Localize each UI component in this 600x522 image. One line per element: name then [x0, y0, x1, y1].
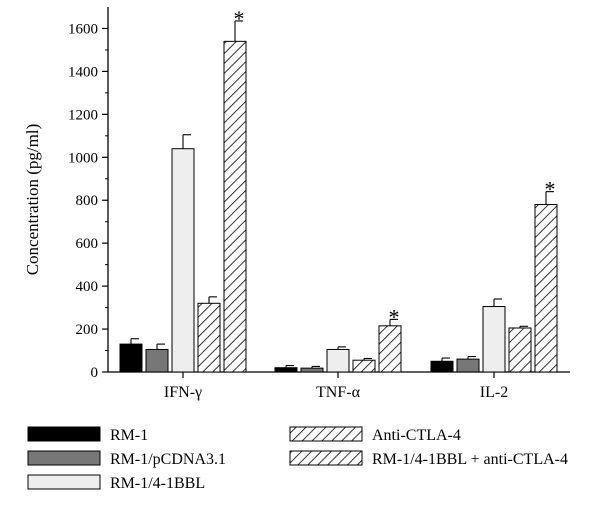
- x-tick-label: IL-2: [480, 384, 508, 401]
- bar-2-2: [300, 367, 324, 373]
- bar-3-1: [171, 148, 195, 373]
- y-tick-label: 1400: [68, 64, 98, 80]
- bar-2-3: [456, 358, 480, 373]
- bar-4-3: [508, 327, 532, 373]
- bar-1-2: [274, 367, 298, 373]
- significance-marker: *: [234, 6, 245, 31]
- legend-label: RM-1/pCDNA3.1: [110, 451, 226, 468]
- legend-swatch: [27, 450, 101, 466]
- y-tick-label: 1000: [68, 150, 98, 166]
- legend-item: RM-1/4-1BBL: [27, 474, 205, 492]
- legend-label: Anti-CTLA-4: [372, 427, 461, 444]
- significance-marker: *: [389, 304, 400, 329]
- legend-item: Anti-CTLA-4: [289, 426, 461, 444]
- legend-swatch: [289, 450, 363, 466]
- y-axis-title: Concentration (pg/ml): [23, 124, 42, 276]
- legend-item: RM-1/pCDNA3.1: [27, 450, 226, 468]
- bar-1-1: [119, 343, 143, 373]
- bar-5-3: [534, 204, 558, 373]
- bar-4-2: [352, 359, 376, 373]
- bar-5-1: [223, 40, 247, 373]
- bar-3-2: [326, 348, 350, 373]
- legend-item: RM-1/4-1BBL + anti-CTLA-4: [289, 450, 568, 468]
- legend-swatch: [27, 426, 101, 442]
- legend-label: RM-1/4-1BBL + anti-CTLA-4: [372, 451, 568, 468]
- bar-1-3: [430, 360, 454, 373]
- y-tick-label: 800: [76, 193, 99, 209]
- significance-marker: *: [545, 177, 556, 202]
- legend-swatch: [27, 474, 101, 490]
- y-tick-label: 200: [76, 322, 99, 338]
- x-tick-label: IFN-γ: [164, 384, 202, 401]
- y-tick-label: 1200: [68, 107, 98, 123]
- legend-label: RM-1: [110, 427, 148, 444]
- legend-label: RM-1/4-1BBL: [110, 475, 205, 492]
- bar-3-3: [482, 306, 506, 373]
- y-tick-label: 1600: [68, 21, 98, 37]
- bar-2-1: [145, 348, 169, 373]
- x-tick-label: TNF-α: [316, 384, 361, 401]
- legend-item: RM-1: [27, 426, 148, 444]
- legend-swatch: [289, 426, 363, 442]
- legend: RM-1 RM-1/pCDNA3.1 RM-1/4-1BBL Anti-CTLA-4 R…: [27, 426, 568, 492]
- y-tick-label: 400: [76, 279, 99, 295]
- y-tick-label: 0: [91, 365, 99, 381]
- bar-4-1: [197, 302, 221, 373]
- bar-5-2: [378, 325, 402, 373]
- y-tick-label: 600: [76, 236, 99, 252]
- plot-area: 0 200 400 600 800 1000 1200 1400 1600 Concentrati…: [23, 6, 570, 401]
